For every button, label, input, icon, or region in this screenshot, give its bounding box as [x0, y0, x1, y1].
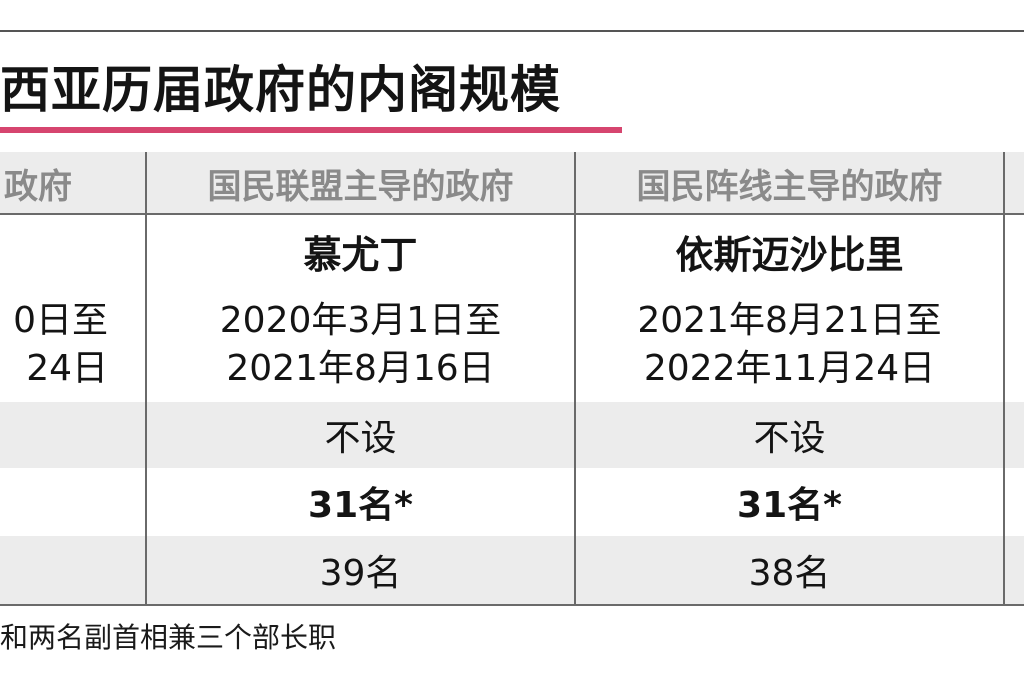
- page-title: 西亚历届政府的内阁规模: [0, 61, 561, 119]
- row-a-value: 不设: [753, 418, 826, 459]
- row-a-value: 不设: [324, 418, 397, 459]
- row-c-value: 39名: [319, 553, 402, 594]
- row-c-value: 38名: [748, 553, 831, 594]
- column-header: 政府: [4, 166, 72, 207]
- table-bottom-rule: [0, 604, 1024, 606]
- column-rule: [1003, 152, 1005, 606]
- column-rule: [145, 152, 147, 606]
- column-header: 国民阵线主导的政府: [636, 166, 943, 207]
- term-end: 2021年8月16日: [226, 348, 495, 389]
- term-start: 0日至: [13, 300, 108, 341]
- title-underline: [0, 127, 622, 133]
- header-rule: [0, 213, 1024, 215]
- term-start: 2020年3月1日至: [219, 300, 502, 341]
- term-dates: 0日至 24日: [0, 288, 108, 402]
- column-header: 国民联盟主导的政府: [207, 166, 514, 207]
- cabinet-size-table: 政府 0日至 24日 国民联盟主导的政府 慕尤丁 2020年3月1日至 2021…: [0, 152, 1024, 606]
- row-a-background: [0, 402, 1024, 468]
- row-b-value: 31名*: [308, 485, 413, 526]
- column-rule: [574, 152, 576, 606]
- term-dates: 2021年8月21日至 2022年11月24日: [576, 288, 1003, 402]
- footnote: 和两名副首相兼三个部长职: [0, 621, 337, 654]
- prime-minister: 慕尤丁: [303, 233, 418, 277]
- row-b-value: 31名*: [737, 485, 842, 526]
- prime-minister: 依斯迈沙比里: [675, 233, 904, 277]
- term-end: 24日: [26, 348, 108, 389]
- top-rule: [0, 30, 1024, 32]
- term-start: 2021年8月21日至: [637, 300, 942, 341]
- term-end: 2022年11月24日: [643, 348, 936, 389]
- row-c-background: [0, 536, 1024, 606]
- header-row-background: [0, 152, 1024, 214]
- term-dates: 2020年3月1日至 2021年8月16日: [147, 288, 574, 402]
